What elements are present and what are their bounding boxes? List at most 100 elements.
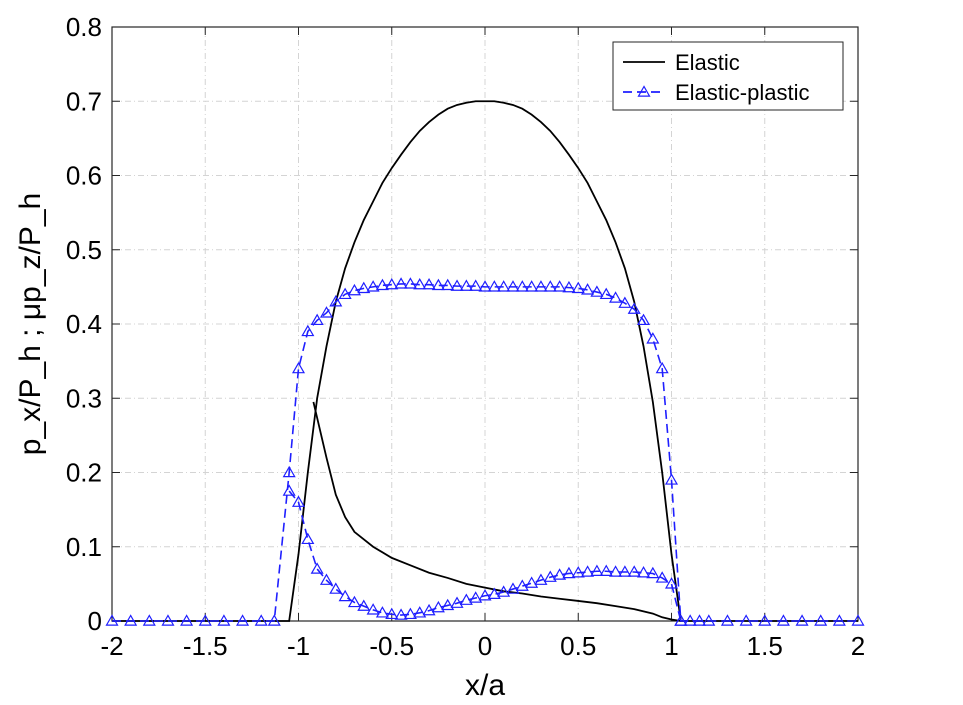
data-point [347,283,361,296]
data-point [161,614,175,626]
data-point [282,484,296,496]
data-point [441,278,455,291]
data-point [301,324,315,337]
data-point [366,280,380,292]
data-point [105,614,119,626]
data-point [571,566,585,578]
data-point [319,306,334,318]
data-point [431,278,445,291]
data-point [487,280,501,292]
data-point [338,287,352,300]
data-point [674,614,688,626]
x-tick-label: -2 [100,631,123,661]
data-point [543,280,557,292]
data-point [636,313,651,326]
data-point [581,565,595,577]
grid [112,27,858,621]
data-point [646,332,660,344]
y-tick-label: 0.1 [66,532,102,562]
data-point [692,614,707,626]
data-point [267,614,281,626]
data-point [739,614,753,626]
data-point [394,608,408,620]
data-point [553,568,567,580]
data-point [590,285,604,297]
data-point [347,595,361,608]
data-point [655,361,669,374]
data-point [543,570,557,582]
data-point [291,495,306,507]
data-point [562,280,576,293]
data-point [515,579,529,591]
data-point [497,585,511,597]
data-point [236,614,250,626]
data-point [525,280,539,292]
data-point [590,564,604,576]
x-tick-label: 0.5 [560,631,596,661]
data-point [683,614,697,626]
legend-marker [637,85,651,97]
data-point [851,614,865,626]
y-tick-label: 0 [88,606,102,636]
data-point [618,565,632,577]
data-point [776,614,790,626]
x-axis-title: x/a [465,669,505,700]
data-point [599,287,613,300]
legend-label: Elastic [675,50,740,75]
series-line [112,100,858,622]
data-point [403,607,417,620]
data-point [422,277,436,290]
series-layer [105,100,865,626]
legend-item: Elastic [623,50,740,75]
y-axis-title: p_x/P_h ; μp_z/P_h [14,193,47,455]
data-point [282,465,296,478]
data-point [664,473,679,485]
data-point [124,614,138,626]
data-point [357,281,371,294]
y-tick-label: 0.6 [66,161,102,191]
data-point [254,614,268,626]
x-tick-label: 1 [664,631,678,661]
data-point [478,280,492,292]
x-tick-label: 2 [851,631,865,661]
data-point [534,280,548,292]
data-point [459,593,473,605]
data-point [319,573,334,585]
data-point [627,302,641,314]
data-point [394,277,408,289]
data-point [646,566,660,579]
legend-label: Elastic-plastic [675,80,809,105]
x-tick-label: 0 [478,631,492,661]
data-point [478,589,492,601]
data-point [413,277,427,290]
data-point [655,571,669,583]
data-point [413,606,427,618]
data-point [441,598,455,611]
data-point [385,607,399,620]
data-point [422,603,436,616]
series-elastic-plastic [105,277,865,626]
data-point [609,291,623,303]
data-point [758,614,772,626]
data-point [664,577,679,589]
data-point [487,587,501,599]
series-line [288,490,682,622]
y-tick-label: 0.7 [66,86,102,116]
data-point [366,603,380,615]
data-point [553,280,567,292]
axes [111,26,859,622]
data-point [534,573,548,585]
data-point [506,582,520,594]
data-point [832,614,846,626]
x-tick-label: -0.5 [369,631,414,661]
data-point [329,295,343,307]
data-point [142,614,156,626]
data-point [338,589,352,602]
legend-box [612,41,844,111]
data-point [357,599,371,611]
data-point [469,591,483,603]
data-point [450,279,464,291]
data-point [599,564,613,576]
data-point [627,565,641,577]
